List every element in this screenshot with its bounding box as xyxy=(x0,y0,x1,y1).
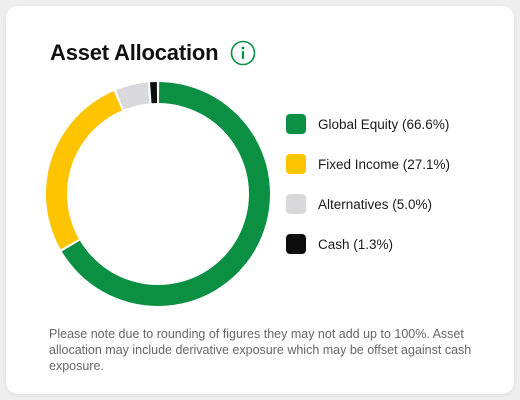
legend-item: Cash (1.3%) xyxy=(286,232,450,256)
donut-slice-fixed-income[interactable] xyxy=(46,91,123,250)
chart-legend: Global Equity (66.6%) Fixed Income (27.1%… xyxy=(286,112,450,272)
legend-item: Fixed Income (27.1%) xyxy=(286,152,450,176)
legend-swatch xyxy=(286,114,306,134)
page-title: Asset Allocation xyxy=(50,40,219,65)
asset-allocation-card: Asset Allocation Global Equity (66.6%) Fi… xyxy=(6,6,514,394)
donut-slice-cash[interactable] xyxy=(150,82,158,104)
legend-swatch xyxy=(286,154,306,174)
info-circle-icon-graphic xyxy=(231,40,256,66)
legend-label: Fixed Income (27.1%) xyxy=(318,156,451,172)
donut-slice-alternatives[interactable] xyxy=(115,82,150,110)
legend-item: Alternatives (5.0%) xyxy=(286,192,450,216)
legend-label: Alternatives (5.0%) xyxy=(318,196,433,212)
legend-label: Global Equity (66.6%) xyxy=(318,116,450,132)
info-circle-icon[interactable] xyxy=(230,40,256,66)
allocation-donut-chart xyxy=(46,82,271,307)
disclaimer-text: Please note due to rounding of figures t… xyxy=(49,327,472,373)
legend-swatch xyxy=(286,194,306,214)
legend-swatch xyxy=(286,234,306,254)
legend-item: Global Equity (66.6%) xyxy=(286,112,450,136)
card-header: Asset Allocation xyxy=(50,36,256,70)
legend-label: Cash (1.3%) xyxy=(318,236,394,252)
